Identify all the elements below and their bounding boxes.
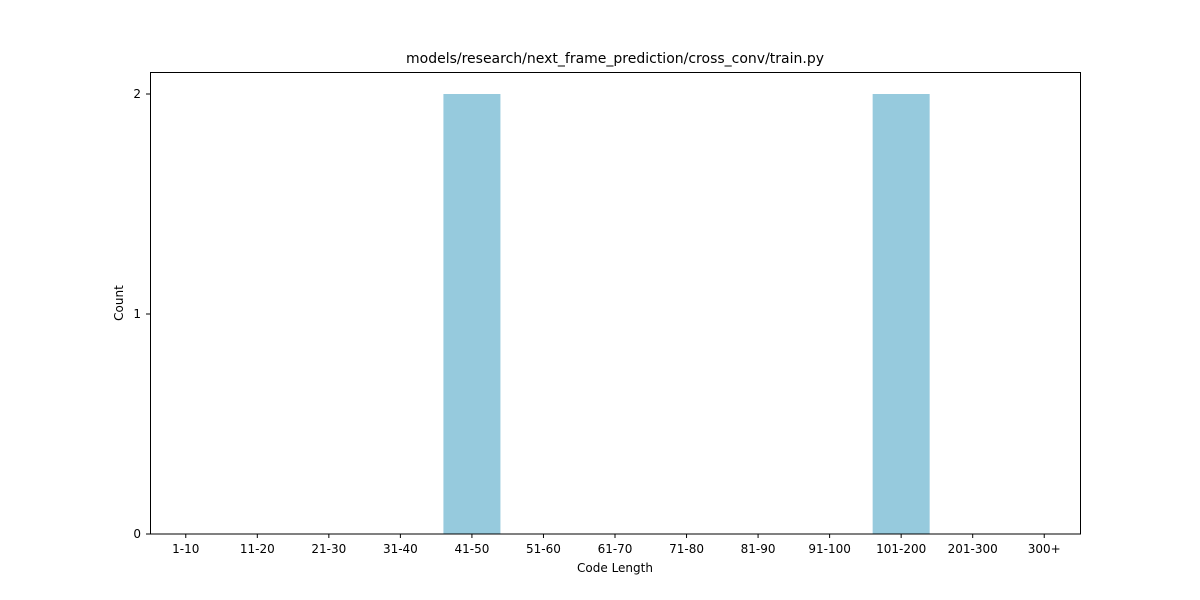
plot-frame — [150, 72, 1081, 535]
x-tick-label: 21-30 — [311, 542, 346, 556]
bar-101-200 — [872, 94, 930, 534]
x-tick-label: 31-40 — [383, 542, 418, 556]
x-tick-label: 101-200 — [876, 542, 926, 556]
x-tick-label: 1-10 — [172, 542, 199, 556]
y-axis-label: Count — [112, 285, 126, 321]
x-tick-label: 91-100 — [808, 542, 851, 556]
bars-group — [443, 94, 930, 534]
x-tick-label: 11-20 — [240, 542, 275, 556]
x-tick-label: 300+ — [1028, 542, 1061, 556]
y-tick-label: 2 — [133, 87, 141, 101]
x-tick-label: 201-300 — [948, 542, 998, 556]
y-tick-label: 0 — [133, 527, 141, 541]
x-tick-label: 71-80 — [669, 542, 704, 556]
x-axis-label: Code Length — [577, 561, 653, 575]
x-tick-label: 51-60 — [526, 542, 561, 556]
bar-41-50 — [443, 94, 501, 534]
y-ticks-group: 0 1 2 — [133, 87, 150, 541]
y-tick-label: 1 — [133, 307, 141, 321]
x-tick-label: 61-70 — [598, 542, 633, 556]
chart-title: models/research/next_frame_prediction/cr… — [406, 51, 824, 67]
x-tick-label: 41-50 — [454, 542, 489, 556]
x-tick-label: 81-90 — [741, 542, 776, 556]
x-ticks-group: 1-10 11-20 21-30 31-40 41-50 51-60 61-70 71-80 8… — [172, 534, 1061, 556]
